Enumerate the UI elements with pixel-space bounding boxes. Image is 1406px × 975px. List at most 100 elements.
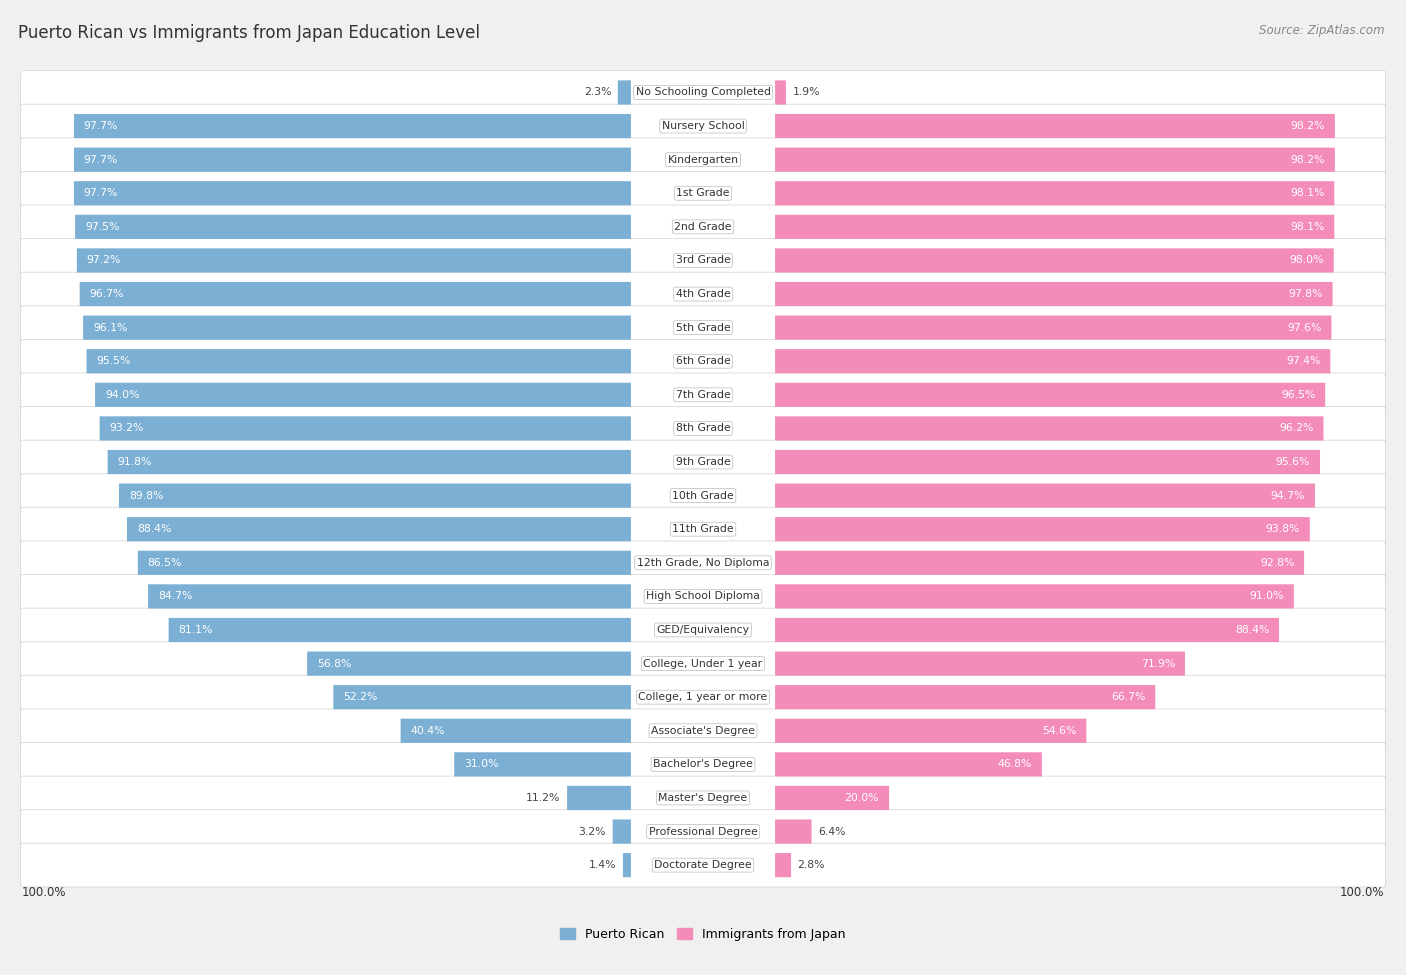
Text: 10th Grade: 10th Grade [672,490,734,500]
Text: 54.6%: 54.6% [1042,725,1077,736]
FancyBboxPatch shape [775,80,786,104]
Text: 92.8%: 92.8% [1260,558,1295,567]
FancyBboxPatch shape [138,551,631,575]
FancyBboxPatch shape [21,205,1385,249]
Text: 88.4%: 88.4% [136,525,172,534]
Text: Puerto Rican vs Immigrants from Japan Education Level: Puerto Rican vs Immigrants from Japan Ed… [18,24,481,42]
Text: 1st Grade: 1st Grade [676,188,730,198]
Text: 93.2%: 93.2% [110,423,143,434]
Text: 3rd Grade: 3rd Grade [675,255,731,265]
FancyBboxPatch shape [21,339,1385,383]
FancyBboxPatch shape [775,819,811,843]
FancyBboxPatch shape [775,449,1320,474]
Text: 98.1%: 98.1% [1291,188,1324,198]
FancyBboxPatch shape [775,618,1279,643]
FancyBboxPatch shape [108,449,631,474]
FancyBboxPatch shape [21,507,1385,551]
Text: 12th Grade, No Diploma: 12th Grade, No Diploma [637,558,769,567]
FancyBboxPatch shape [307,651,631,676]
Text: 6.4%: 6.4% [818,827,845,837]
FancyBboxPatch shape [21,104,1385,148]
FancyBboxPatch shape [567,786,631,810]
FancyBboxPatch shape [775,214,1334,239]
Text: No Schooling Completed: No Schooling Completed [636,88,770,98]
Text: 56.8%: 56.8% [316,658,352,669]
FancyBboxPatch shape [775,147,1334,172]
Text: 1.4%: 1.4% [589,860,616,870]
FancyBboxPatch shape [75,147,631,172]
FancyBboxPatch shape [21,272,1385,316]
FancyBboxPatch shape [454,753,631,776]
FancyBboxPatch shape [127,517,631,541]
Text: Nursery School: Nursery School [662,121,744,131]
Text: 89.8%: 89.8% [129,490,163,500]
FancyBboxPatch shape [75,181,631,206]
Text: 46.8%: 46.8% [998,760,1032,769]
Text: 91.8%: 91.8% [118,457,152,467]
Text: 97.2%: 97.2% [87,255,121,265]
FancyBboxPatch shape [775,114,1334,138]
Text: Associate's Degree: Associate's Degree [651,725,755,736]
FancyBboxPatch shape [775,584,1294,608]
Text: 6th Grade: 6th Grade [676,356,730,367]
Text: 20.0%: 20.0% [845,793,879,803]
Text: 71.9%: 71.9% [1140,658,1175,669]
Text: 31.0%: 31.0% [464,760,499,769]
Text: 2nd Grade: 2nd Grade [675,222,731,232]
FancyBboxPatch shape [21,407,1385,450]
FancyBboxPatch shape [21,608,1385,652]
Text: 52.2%: 52.2% [343,692,378,702]
FancyBboxPatch shape [775,685,1156,709]
FancyBboxPatch shape [775,551,1305,575]
FancyBboxPatch shape [775,484,1315,508]
FancyBboxPatch shape [775,517,1310,541]
FancyBboxPatch shape [617,80,631,104]
Text: Bachelor's Degree: Bachelor's Degree [652,760,754,769]
Text: 81.1%: 81.1% [179,625,212,635]
Text: 86.5%: 86.5% [148,558,181,567]
Text: 8th Grade: 8th Grade [676,423,730,434]
FancyBboxPatch shape [21,137,1385,181]
FancyBboxPatch shape [21,306,1385,349]
Text: 98.2%: 98.2% [1291,155,1324,165]
FancyBboxPatch shape [21,440,1385,484]
FancyBboxPatch shape [21,743,1385,786]
Text: 2.3%: 2.3% [583,88,612,98]
Text: 1.9%: 1.9% [793,88,820,98]
FancyBboxPatch shape [148,584,631,608]
FancyBboxPatch shape [80,282,631,306]
FancyBboxPatch shape [21,574,1385,618]
FancyBboxPatch shape [21,843,1385,887]
Text: 96.5%: 96.5% [1281,390,1316,400]
Text: 95.5%: 95.5% [97,356,131,367]
Text: 97.7%: 97.7% [84,155,118,165]
FancyBboxPatch shape [333,685,631,709]
FancyBboxPatch shape [21,642,1385,685]
Text: Source: ZipAtlas.com: Source: ZipAtlas.com [1260,24,1385,37]
Legend: Puerto Rican, Immigrants from Japan: Puerto Rican, Immigrants from Japan [555,922,851,946]
Text: 97.7%: 97.7% [84,188,118,198]
FancyBboxPatch shape [120,484,631,508]
FancyBboxPatch shape [21,541,1385,585]
FancyBboxPatch shape [83,316,631,339]
Text: 96.2%: 96.2% [1279,423,1313,434]
FancyBboxPatch shape [100,416,631,441]
Text: 3.2%: 3.2% [579,827,606,837]
Text: 98.1%: 98.1% [1291,222,1324,232]
Text: 96.7%: 96.7% [90,289,124,299]
FancyBboxPatch shape [21,776,1385,820]
Text: 93.8%: 93.8% [1265,525,1301,534]
Text: 11.2%: 11.2% [526,793,561,803]
Text: 100.0%: 100.0% [1340,886,1385,899]
Text: 11th Grade: 11th Grade [672,525,734,534]
FancyBboxPatch shape [21,239,1385,283]
FancyBboxPatch shape [775,786,889,810]
Text: 94.7%: 94.7% [1271,490,1305,500]
Text: GED/Equivalency: GED/Equivalency [657,625,749,635]
Text: 40.4%: 40.4% [411,725,444,736]
FancyBboxPatch shape [21,474,1385,518]
Text: Doctorate Degree: Doctorate Degree [654,860,752,870]
FancyBboxPatch shape [21,676,1385,719]
FancyBboxPatch shape [775,282,1333,306]
FancyBboxPatch shape [775,249,1334,273]
